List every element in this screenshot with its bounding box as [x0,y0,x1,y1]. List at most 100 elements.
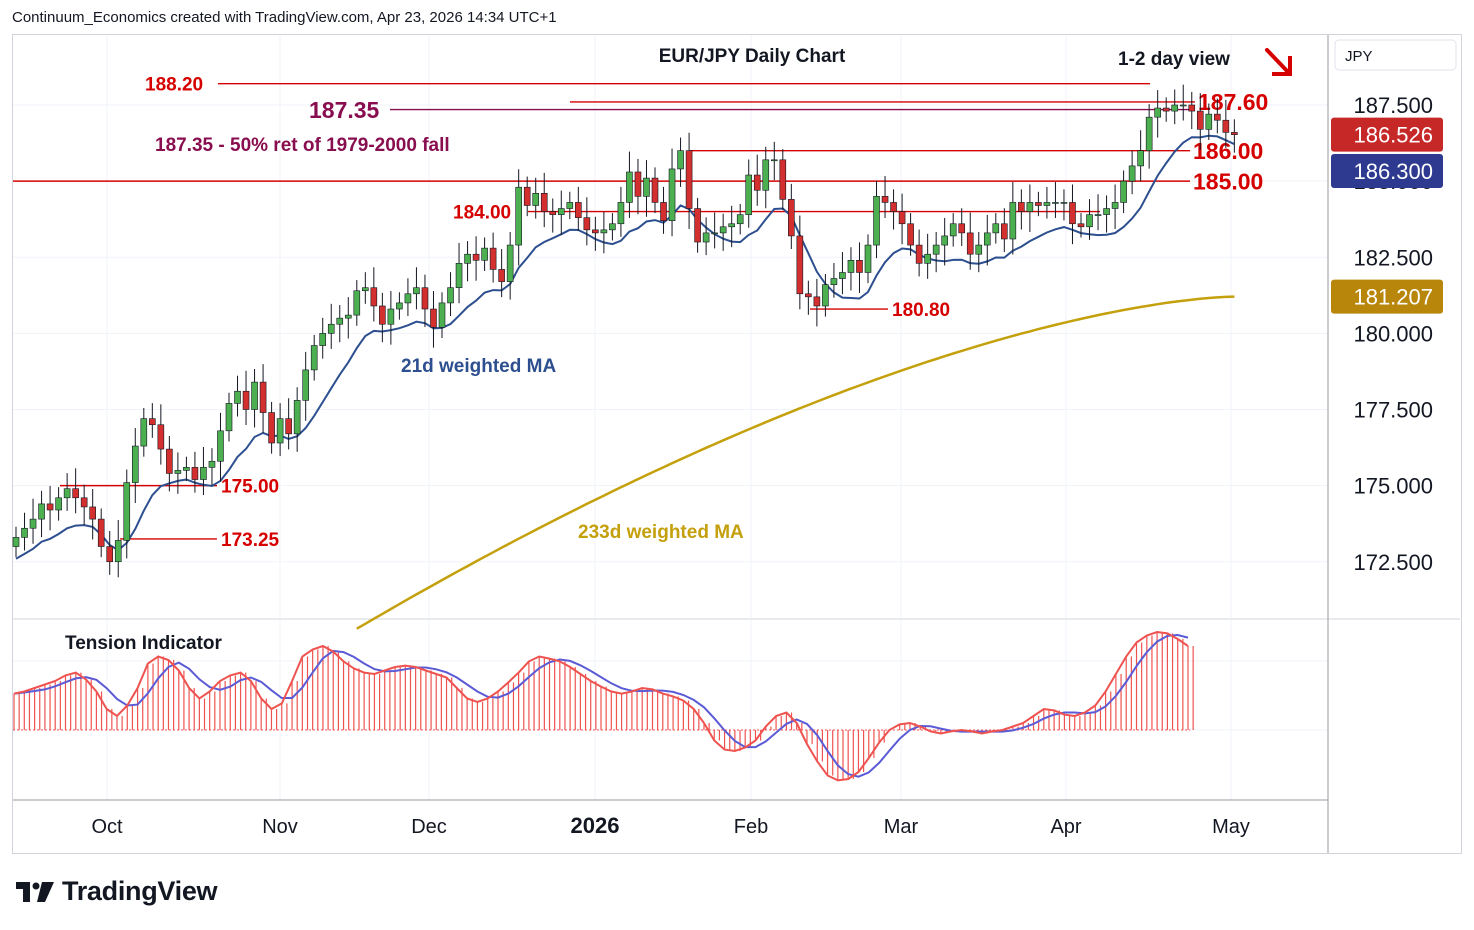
y-tick-label: 177.500 [1353,398,1433,423]
candle-body [1086,214,1093,228]
candle-body [438,302,446,328]
candle-body [523,186,531,206]
tradingview-logo[interactable]: TradingView [16,876,218,907]
level-label-175-00: 175.00 [221,476,279,497]
candle-body [617,202,625,225]
candle-body [472,253,480,261]
candle-body [1103,208,1110,215]
candle-body [532,193,540,206]
candle-body [353,290,361,316]
candle-body [157,424,165,450]
candle-body [992,223,1000,234]
candle-body [259,381,267,413]
candle-body [728,223,735,228]
price-label-box [1331,154,1443,188]
candle-body [694,208,701,243]
candle-body [21,527,28,538]
candlestick-series [12,84,1238,578]
level-label-173-25: 173.25 [221,530,280,551]
candle-body [660,202,667,222]
candle-body [839,272,846,279]
candle-body [506,244,514,282]
candle-body [285,418,292,435]
candle-body [1043,202,1051,206]
candle-body [958,223,966,234]
candle-body [276,418,284,444]
candle-body [711,232,718,235]
candle-body [1222,119,1230,133]
level-label-180-80: 180.80 [892,300,950,321]
candle-body [873,196,880,246]
candle-body [1196,110,1204,130]
level-label-188-20: 188.20 [145,75,203,96]
candle-body [796,235,804,295]
candle-body [685,150,693,209]
candle-body [12,537,20,547]
candle-body [123,482,131,541]
y-tick-label: 175.000 [1353,474,1433,499]
chart-frame [12,34,1462,854]
candle-body [668,168,676,222]
candle-body [779,159,787,200]
candle-body [626,171,633,203]
candle-body [191,467,199,480]
candle-body [336,317,344,325]
candle-body [941,235,948,246]
candle-body [1035,202,1042,206]
candle-body [600,229,608,234]
candle-body [762,159,770,191]
x-tick-label: Apr [1050,816,1081,838]
chart-axes: JPY 172.500 175.000 177.500 180.000 182.500 18… [91,39,1457,838]
candle-body [344,314,352,319]
candle-body [651,177,659,203]
candle-body [745,174,753,215]
candle-body [643,177,650,197]
price-label-box [1331,117,1443,152]
price-label-box [1331,279,1443,314]
candle-body [753,174,761,191]
candle-body [566,202,574,209]
candle-body [1060,202,1068,204]
candle-body [63,488,71,499]
candle-body [983,232,991,246]
candle-body [200,467,207,480]
x-tick-label: Feb [734,816,768,838]
candle-body [149,418,156,426]
candle-body [251,381,258,410]
candle-body [805,293,812,298]
y-tick-label: 182.500 [1353,245,1433,270]
retracement-annotation: 187.35 - 50% ret of 1979-2000 fall [155,135,450,156]
candle-body [413,287,420,295]
tension-indicator-pane: Tension Indicator [13,630,1194,782]
candle-body [966,232,974,255]
tension-title: Tension Indicator [65,633,223,654]
x-tick-label: Nov [262,816,298,838]
candle-body [114,540,122,563]
candle-body [881,196,889,203]
arrow-head [1272,56,1292,76]
candle-body [1145,116,1153,151]
arrow-shaft [1265,48,1290,74]
candle-body [1188,104,1196,112]
candle-body [907,223,914,246]
level-label-187-35: 187.35 [309,97,380,123]
candle-body [549,211,557,215]
level-label-185-00: 185.00 [1193,168,1263,194]
chart-subtitle: 1-2 day view [1118,49,1230,70]
candle-body [310,345,318,371]
candle-body [302,369,309,401]
candle-body [515,186,522,246]
x-tick-label: May [1212,816,1250,838]
candle-body [830,278,838,285]
candle-body [106,546,114,563]
candle-body [421,287,429,310]
tension-line [13,630,1189,782]
level-label-184-00: 184.00 [453,202,511,223]
candle-body [174,470,182,474]
candle-body [29,518,37,529]
candle-body [217,430,224,462]
y-tick-label: 172.500 [1353,550,1433,575]
candle-body [1205,113,1213,130]
candle-body [327,323,335,334]
